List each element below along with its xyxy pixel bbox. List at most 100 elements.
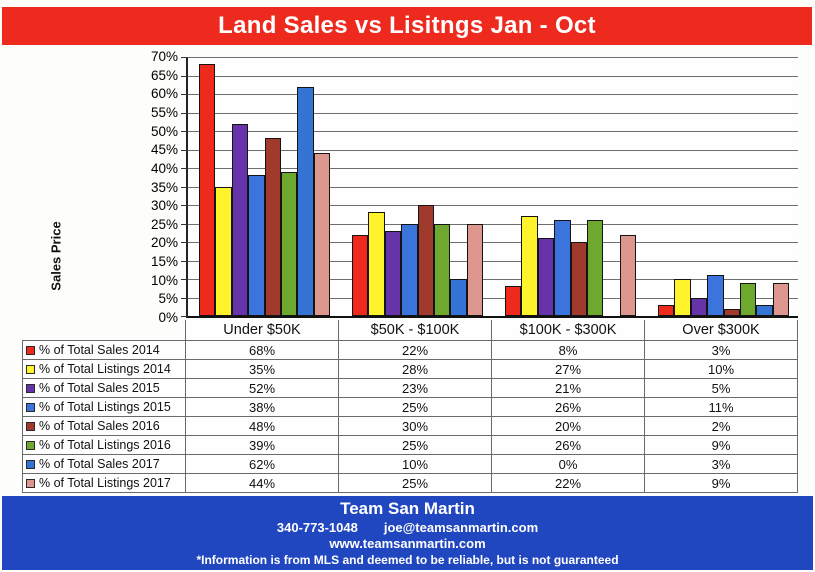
y-tick-label: 55% <box>150 104 178 120</box>
table-value-cell: 25% <box>339 398 492 417</box>
table-value-cell: 5% <box>645 379 798 398</box>
table-header-category: Over $300K <box>645 320 798 341</box>
legend-label: % of Total Listings 2015 <box>39 400 171 414</box>
y-tick-mark <box>181 75 188 77</box>
footer-phone: 340-773-1048 <box>276 520 358 535</box>
table-value-cell: 44% <box>186 474 339 493</box>
y-tick-mark <box>181 57 188 58</box>
bar <box>280 171 298 316</box>
y-tick-label: 15% <box>150 254 178 270</box>
bar <box>707 275 724 316</box>
title-banner: Land Sales vs Lisitngs Jan - Oct <box>2 7 812 45</box>
table-value-cell: 30% <box>339 417 492 436</box>
table-value-cell: 9% <box>645 474 798 493</box>
legend-label: % of Total Listings 2014 <box>39 362 171 376</box>
page-title: Land Sales vs Lisitngs Jan - Oct <box>218 12 596 39</box>
footer-team-name: Team San Martin <box>340 499 475 518</box>
legend-cell: % of Total Listings 2017 <box>22 474 186 493</box>
y-tick-label: 10% <box>150 272 178 288</box>
bar <box>690 297 708 316</box>
y-tick-label: 20% <box>150 235 178 251</box>
legend-swatch <box>26 345 35 355</box>
table-header-category: $100K - $300K <box>492 320 645 341</box>
y-tick-mark <box>181 242 188 244</box>
y-tick-mark <box>181 297 188 299</box>
y-tick-mark <box>181 168 188 170</box>
bar <box>450 279 467 316</box>
y-tick-mark <box>181 260 188 262</box>
y-tick-label: 35% <box>150 179 178 195</box>
table-value-cell: 20% <box>492 417 645 436</box>
table-value-cell: 38% <box>186 398 339 417</box>
y-tick-label: 0% <box>158 310 178 325</box>
table-value-cell: 3% <box>645 455 798 474</box>
bar <box>537 238 555 316</box>
gridline <box>188 297 798 299</box>
legend-cell: % of Total Listings 2014 <box>22 360 186 379</box>
gridline <box>188 75 798 77</box>
table-value-cell: 25% <box>339 474 492 493</box>
bar <box>215 186 232 316</box>
y-tick-mark <box>181 316 188 317</box>
table-value-cell: 21% <box>492 379 645 398</box>
legend-cell: % of Total Sales 2014 <box>22 341 186 360</box>
bar <box>619 234 637 316</box>
legend-swatch <box>26 383 35 393</box>
table-value-cell: 2% <box>645 417 798 436</box>
y-tick-label: 70% <box>150 49 178 64</box>
legend-label: % of Total Listings 2016 <box>39 438 171 452</box>
legend-swatch <box>26 478 35 488</box>
bar <box>433 223 451 316</box>
table-value-cell: 10% <box>645 360 798 379</box>
legend-cell: % of Total Sales 2016 <box>22 417 186 436</box>
legend-swatch <box>26 364 35 374</box>
y-tick-label: 5% <box>158 291 178 307</box>
table-value-cell: 26% <box>492 436 645 455</box>
y-tick-mark <box>181 94 188 95</box>
bar-group <box>188 57 341 316</box>
bar <box>264 138 281 316</box>
bar <box>417 205 434 316</box>
y-tick-mark <box>181 131 188 132</box>
bar <box>198 64 216 316</box>
bar <box>401 223 418 316</box>
footer-website: www.teamsanmartin.com <box>329 536 486 551</box>
footer-banner: Team San Martin 340-773-1048 joe@teamsanm… <box>2 496 813 570</box>
gridline <box>188 279 798 281</box>
bar <box>772 282 790 316</box>
table-value-cell: 48% <box>186 417 339 436</box>
y-tick-mark <box>181 223 188 225</box>
table-header-category: $50K - $100K <box>339 320 492 341</box>
table-value-cell: 26% <box>492 398 645 417</box>
gridline <box>188 260 798 262</box>
y-tick-mark <box>181 112 188 114</box>
bar <box>248 175 265 316</box>
legend-label: % of Total Sales 2016 <box>39 419 160 433</box>
table-value-cell: 3% <box>645 341 798 360</box>
bar <box>351 234 369 316</box>
legend-label: % of Total Sales 2015 <box>39 381 160 395</box>
gridline <box>188 205 798 206</box>
bar <box>466 223 484 316</box>
table-value-cell: 0% <box>492 455 645 474</box>
table-value-cell: 25% <box>339 436 492 455</box>
bar <box>723 308 740 316</box>
y-tick-label: 45% <box>150 142 178 158</box>
gridline <box>188 94 798 95</box>
plot-area <box>181 57 798 318</box>
legend-cell: % of Total Listings 2016 <box>22 436 186 455</box>
table-header-category: Under $50K <box>186 320 339 341</box>
bar <box>384 230 402 316</box>
bar <box>739 282 757 316</box>
bar <box>521 216 538 316</box>
bar-group <box>341 57 494 316</box>
footer-email: joe@teamsanmartin.com <box>383 520 539 535</box>
bar <box>756 304 773 316</box>
legend-swatch <box>26 459 35 469</box>
y-tick-mark <box>181 279 188 281</box>
bar <box>297 86 314 316</box>
y-tick-mark <box>181 149 188 151</box>
table-value-cell: 23% <box>339 379 492 398</box>
gridline <box>188 131 798 132</box>
gridline <box>188 242 798 244</box>
